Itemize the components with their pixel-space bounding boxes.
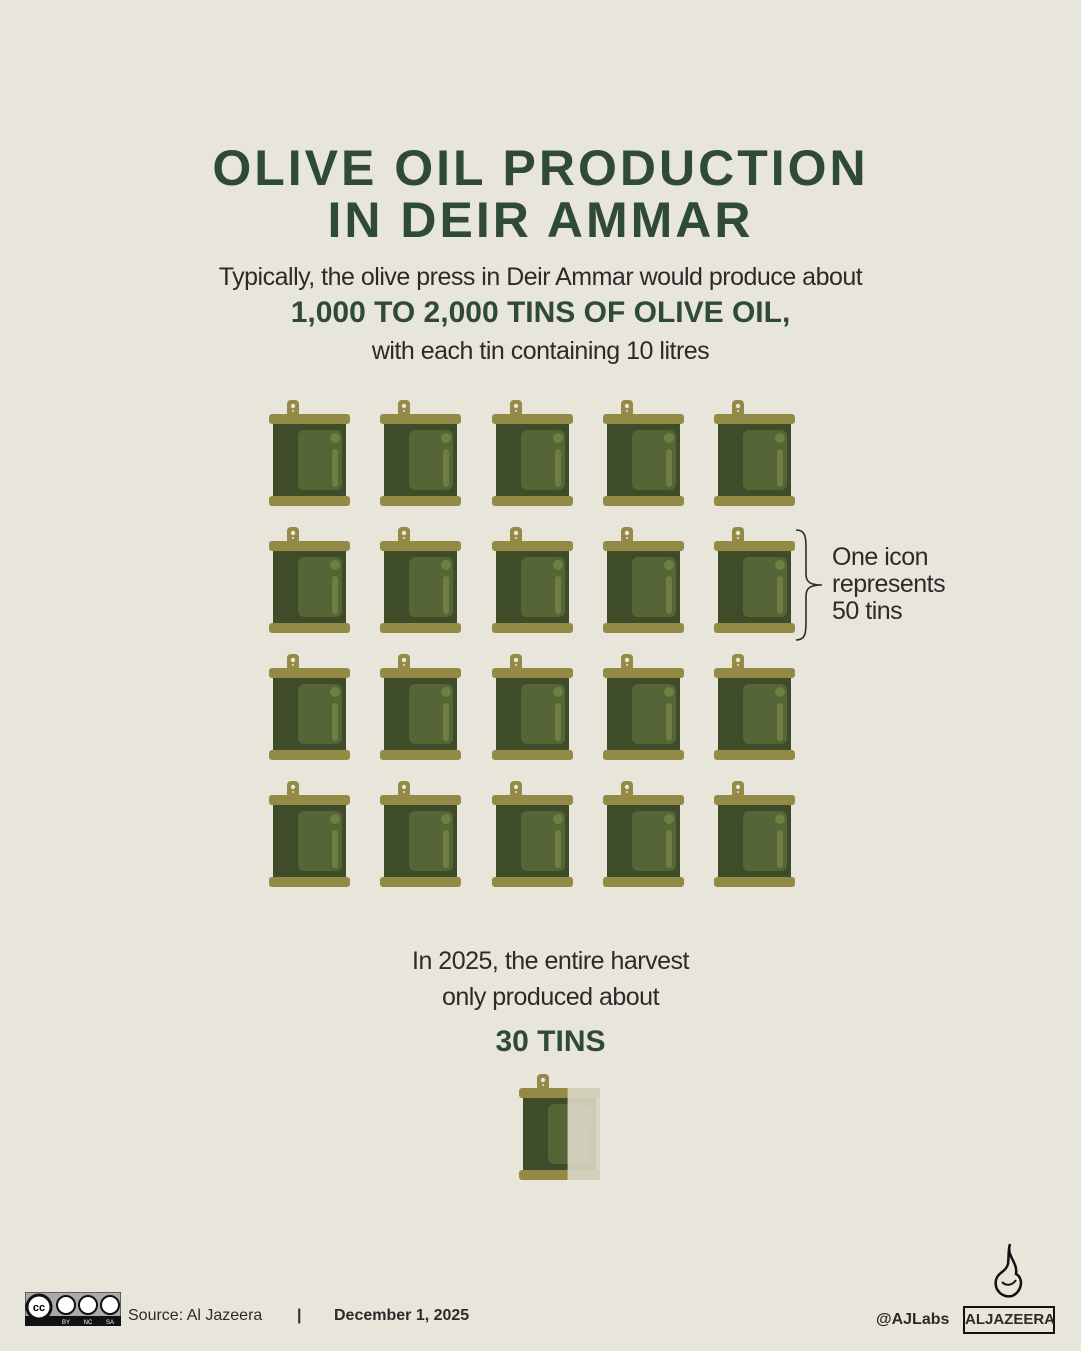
- intro-text-2: with each tin containing 10 litres: [371, 337, 710, 365]
- title-line-1: OLIVE OIL PRODUCTION: [212, 140, 869, 196]
- olive-oil-tin-icon: [602, 400, 684, 506]
- olive-oil-tin-icon: [380, 654, 462, 760]
- handle-text: @AJLabs: [876, 1311, 950, 1328]
- olive-oil-tin-icon: [380, 527, 462, 633]
- license-label: NC: [84, 1320, 93, 1326]
- result-text-2: only produced about: [441, 983, 660, 1011]
- olive-oil-tin-icon: [602, 654, 684, 760]
- title-line-2: IN DEIR AMMAR: [327, 192, 754, 248]
- date-text: December 1, 2025: [334, 1307, 470, 1324]
- olive-oil-tin-icon: [714, 781, 796, 887]
- olive-oil-tin-icon: [380, 781, 462, 887]
- legend-line: represents: [832, 570, 946, 598]
- cc-by-nc-sa-icon: cc BY NC SA: [25, 1292, 121, 1326]
- olive-oil-tin-icon: [602, 527, 684, 633]
- separator: |: [297, 1307, 302, 1324]
- olive-oil-tin-icon: [602, 781, 684, 887]
- svg-text:cc: cc: [33, 1302, 45, 1314]
- partial-olive-oil-tin-icon: [519, 1074, 600, 1180]
- olive-oil-tin-icon: [380, 400, 462, 506]
- olive-oil-tin-icon: [269, 781, 350, 887]
- brand-wordmark: ALJAZEERA: [963, 1306, 1055, 1334]
- olive-oil-tin-icon: [714, 400, 796, 506]
- olive-oil-tin-icon: [714, 527, 796, 633]
- olive-oil-tin-icon: [269, 400, 350, 506]
- olive-oil-tin-icon: [491, 527, 573, 633]
- source-text: Source: Al Jazeera: [128, 1307, 263, 1324]
- result-highlight: 30 TINS: [495, 1025, 606, 1058]
- olive-oil-tin-icon: [269, 527, 350, 633]
- result-text: In 2025, the entire harvest: [412, 947, 689, 975]
- page-title: OLIVE OIL PRODUCTION IN DEIR AMMAR: [0, 142, 1081, 246]
- legend-note: One icon represents 50 tins: [832, 543, 946, 625]
- pictogram-grid: [269, 400, 799, 890]
- olive-oil-tin-icon: [491, 400, 573, 506]
- legend-line: One icon: [832, 543, 929, 571]
- intro-text: Typically, the olive press in Deir Ammar…: [218, 263, 863, 291]
- olive-oil-tin-icon: [269, 654, 350, 760]
- olive-oil-tin-icon: [491, 654, 573, 760]
- brace-icon: [795, 529, 823, 641]
- license-label: BY: [62, 1320, 70, 1326]
- legend-line: 50 tins: [832, 597, 903, 625]
- olive-oil-tin-icon: [714, 654, 796, 760]
- intro-highlight: 1,000 TO 2,000 TINS OF OLIVE OIL,: [290, 296, 791, 329]
- license-label: SA: [106, 1320, 114, 1326]
- olive-oil-tin-icon: [491, 781, 573, 887]
- aljazeera-logo-icon: [994, 1243, 1023, 1298]
